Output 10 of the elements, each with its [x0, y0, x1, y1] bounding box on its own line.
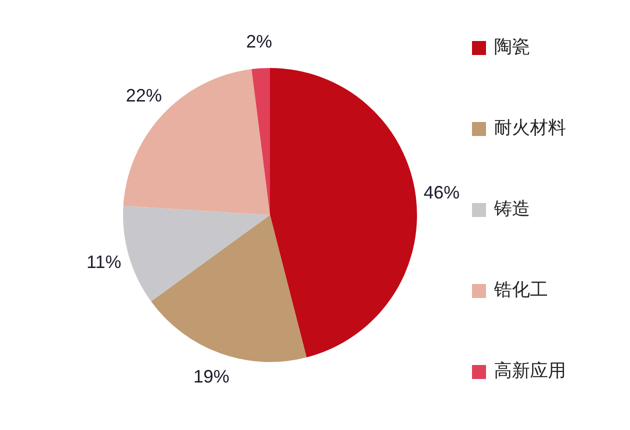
- data-label: 46%: [424, 182, 460, 202]
- data-label: 11%: [86, 252, 122, 272]
- legend-label: 陶瓷: [494, 36, 530, 58]
- legend-label: 锆化工: [493, 280, 548, 301]
- legend-label: 高新应用: [494, 360, 566, 382]
- legend-label: 耐火材料: [494, 118, 566, 139]
- data-label: 22%: [126, 86, 162, 106]
- legend-label: 铸造: [493, 198, 530, 220]
- data-label: 2%: [246, 31, 272, 52]
- data-label: 19%: [193, 366, 230, 387]
